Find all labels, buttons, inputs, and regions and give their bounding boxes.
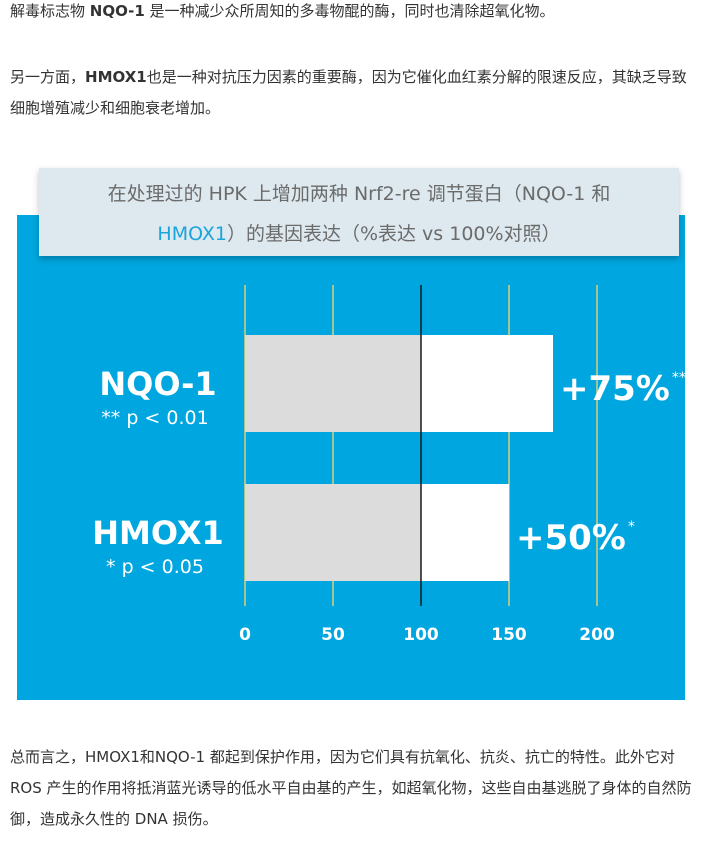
p2-text-rest: 也是一种对抗压力因素的重要酶，因为它催化血红素分解的限速反应，其缺乏导致细胞增殖… xyxy=(10,68,687,117)
paragraph-summary: 总而言之，HMOX1和NQO-1 都起到保护作用，因为它们具有抗氧化、抗炎、抗亡… xyxy=(10,748,692,828)
value-stars-hmox1: * xyxy=(628,519,635,535)
chart-title-line1: 在处理过的 HPK 上增加两种 Nrf2-re 调节蛋白（NQO-1 和 xyxy=(107,183,611,205)
value-label-nqo-1: +75% xyxy=(560,369,670,409)
p1-bold: NQO-1 xyxy=(89,2,145,20)
chart-title-line2: HMOX1）的基因表达（%表达 vs 100%对照） xyxy=(39,214,679,254)
value-label-hmox1: +50% xyxy=(516,518,626,558)
bar-control-hmox1 xyxy=(245,484,421,581)
x-tick-label-50: 50 xyxy=(321,625,345,645)
value-stars-nqo-1: ** xyxy=(672,370,686,386)
category-label-hmox1: HMOX1 xyxy=(92,514,224,552)
p2-text: 另一方面， xyxy=(10,68,86,86)
significance-label-hmox1: * p < 0.05 xyxy=(106,556,204,578)
p1-text-rest: 是一种减少众所周知的多毒物醌的酶，同时也清除超氧化物。 xyxy=(144,2,555,20)
x-tick-label-150: 150 xyxy=(491,625,527,645)
chart-title-box: 在处理过的 HPK 上增加两种 Nrf2-re 调节蛋白（NQO-1 和 HMO… xyxy=(39,168,679,256)
chart-title-rest: ）的基因表达（%表达 vs 100%对照） xyxy=(226,223,561,245)
p2-bold: HMOX1 xyxy=(85,68,147,86)
paragraph-nqo1: 解毒标志物 NQO-1 是一种减少众所周知的多毒物醌的酶，同时也清除超氧化物。 xyxy=(10,0,694,27)
x-tick-label-0: 0 xyxy=(239,625,251,645)
bar-increase-hmox1 xyxy=(421,484,509,581)
category-label-nqo-1: NQO-1 xyxy=(99,365,216,403)
significance-label-nqo-1: ** p < 0.01 xyxy=(101,407,208,429)
paragraph-hmox1: 另一方面，HMOX1也是一种对抗压力因素的重要酶，因为它催化血红素分解的限速反应… xyxy=(10,62,694,124)
x-tick-label-200: 200 xyxy=(579,625,615,645)
bar-control-nqo-1 xyxy=(245,335,421,432)
bar-increase-nqo-1 xyxy=(421,335,553,432)
chart-title-highlight: HMOX1 xyxy=(157,223,227,245)
chart-background xyxy=(17,215,685,700)
p1-text: 解毒标志物 xyxy=(10,2,90,20)
x-tick-label-100: 100 xyxy=(403,625,439,645)
